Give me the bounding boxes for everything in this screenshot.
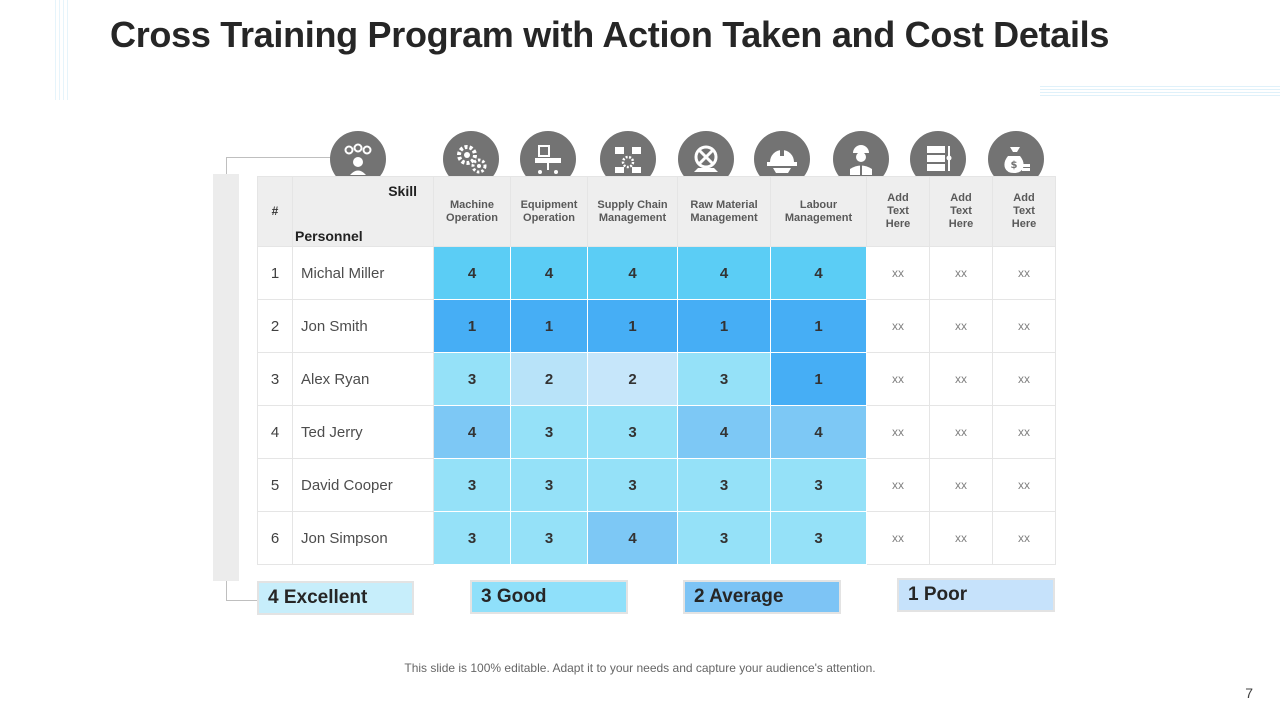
score-cell: 3 [433, 352, 511, 406]
column-header-add-text-1: Add Text Here [866, 176, 930, 247]
extra-cell: xx [929, 511, 993, 565]
score-cell: 1 [510, 299, 588, 353]
score-cell: 3 [433, 458, 511, 512]
extra-cell: xx [866, 511, 930, 565]
personnel-name: Jon Smith [292, 299, 434, 353]
row-number: 4 [257, 405, 293, 459]
extra-cell: xx [929, 352, 993, 406]
legend-good: 3 Good [470, 580, 628, 614]
score-cell: 3 [510, 458, 588, 512]
score-cell: 3 [677, 511, 771, 565]
score-cell: 4 [587, 246, 678, 300]
decorative-lines-right [1040, 86, 1280, 98]
extra-cell: xx [992, 352, 1056, 406]
table-row: 5 David Cooper 3 3 3 3 3 xx xx xx [257, 458, 1056, 512]
column-header-skill-personnel: Skill Personnel [292, 176, 434, 247]
side-bar [213, 174, 239, 581]
row-number: 1 [257, 246, 293, 300]
extra-cell: xx [992, 405, 1056, 459]
score-cell: 2 [587, 352, 678, 406]
column-header-equipment-operation: Equipment Operation [510, 176, 588, 247]
score-cell: 3 [433, 511, 511, 565]
column-header-supply-chain-management: Supply Chain Management [587, 176, 678, 247]
score-cell: 4 [677, 246, 771, 300]
personnel-name: Michal Miller [292, 246, 434, 300]
score-cell: 4 [587, 511, 678, 565]
table-row: 4 Ted Jerry 4 3 3 4 4 xx xx xx [257, 405, 1056, 459]
page-number: 7 [1245, 685, 1253, 701]
extra-cell: xx [866, 246, 930, 300]
extra-cell: xx [992, 299, 1056, 353]
legend-average: 2 Average [683, 580, 841, 614]
score-cell: 3 [510, 405, 588, 459]
row-number: 3 [257, 352, 293, 406]
score-cell: 4 [433, 405, 511, 459]
score-cell: 4 [510, 246, 588, 300]
score-cell: 4 [770, 246, 867, 300]
table-row: 2 Jon Smith 1 1 1 1 1 xx xx xx [257, 299, 1056, 353]
score-cell: 3 [770, 511, 867, 565]
personnel-label: Personnel [295, 228, 363, 244]
score-cell: 3 [770, 458, 867, 512]
footer-note: This slide is 100% editable. Adapt it to… [404, 661, 876, 675]
score-cell: 4 [677, 405, 771, 459]
extra-cell: xx [929, 246, 993, 300]
decorative-lines-left [55, 0, 69, 100]
column-header-raw-material-management: Raw Material Management [677, 176, 771, 247]
extra-cell: xx [929, 458, 993, 512]
score-cell: 3 [677, 352, 771, 406]
legend-excellent: 4 Excellent [257, 581, 414, 615]
row-number: 5 [257, 458, 293, 512]
column-header-labour-management: Labour Management [770, 176, 867, 247]
column-header-add-text-2: Add Text Here [929, 176, 993, 247]
score-cell: 4 [770, 405, 867, 459]
column-header-machine-operation: Machine Operation [433, 176, 511, 247]
score-cell: 3 [510, 511, 588, 565]
personnel-name: David Cooper [292, 458, 434, 512]
extra-cell: xx [992, 511, 1056, 565]
personnel-name: Jon Simpson [292, 511, 434, 565]
frame-line-top [226, 157, 360, 158]
extra-cell: xx [866, 299, 930, 353]
score-cell: 1 [677, 299, 771, 353]
svg-text:$: $ [1011, 160, 1018, 171]
column-header-number: # [257, 176, 293, 247]
score-cell: 1 [770, 299, 867, 353]
personnel-name: Ted Jerry [292, 405, 434, 459]
skill-label: Skill [388, 183, 417, 199]
row-number: 6 [257, 511, 293, 565]
extra-cell: xx [929, 299, 993, 353]
score-cell: 1 [433, 299, 511, 353]
column-header-add-text-3: Add Text Here [992, 176, 1056, 247]
table-row: 6 Jon Simpson 3 3 4 3 3 xx xx xx [257, 511, 1056, 565]
score-cell: 3 [677, 458, 771, 512]
personnel-name: Alex Ryan [292, 352, 434, 406]
score-cell: 4 [433, 246, 511, 300]
header-row: # Skill Personnel Machine Operation Equip… [257, 176, 1056, 247]
extra-cell: xx [992, 246, 1056, 300]
extra-cell: xx [866, 458, 930, 512]
legend-poor: 1 Poor [897, 578, 1055, 612]
score-cell: 1 [770, 352, 867, 406]
slide-title: Cross Training Program with Action Taken… [110, 14, 1110, 55]
score-cell: 3 [587, 458, 678, 512]
score-cell: 2 [510, 352, 588, 406]
table-row: 3 Alex Ryan 3 2 2 3 1 xx xx xx [257, 352, 1056, 406]
table-row: 1 Michal Miller 4 4 4 4 4 xx xx xx [257, 246, 1056, 300]
extra-cell: xx [929, 405, 993, 459]
extra-cell: xx [866, 352, 930, 406]
extra-cell: xx [992, 458, 1056, 512]
skill-matrix-table: # Skill Personnel Machine Operation Equip… [257, 176, 1056, 565]
frame-line-bottom [226, 600, 258, 601]
score-cell: 1 [587, 299, 678, 353]
row-number: 2 [257, 299, 293, 353]
score-cell: 3 [587, 405, 678, 459]
extra-cell: xx [866, 405, 930, 459]
